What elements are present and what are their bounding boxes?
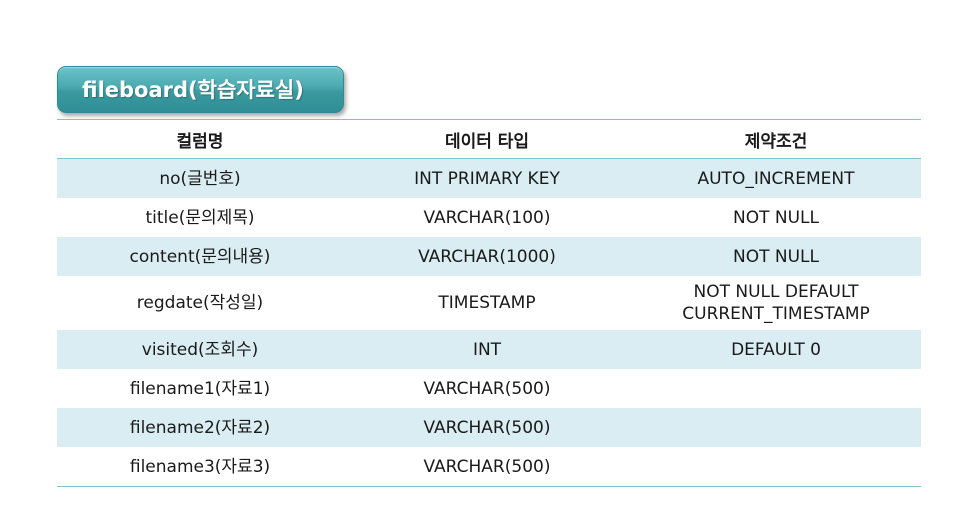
column-header-constraint: 제약조건 [631,119,921,159]
table-row: visited(조회수) INT DEFAULT 0 [57,330,921,369]
cell-constraint: NOT NULL DEFAULT CURRENT_TIMESTAMP [631,276,921,330]
cell-data-type: VARCHAR(1000) [343,237,631,276]
constraint-line: NOT NULL [733,246,819,267]
cell-constraint: AUTO_INCREMENT [631,158,921,198]
cell-data-type: INT PRIMARY KEY [343,158,631,198]
cell-constraint: NOT NULL [631,198,921,237]
constraint-line: AUTO_INCREMENT [697,168,855,189]
constraint-line: NOT NULL DEFAULT [693,282,859,302]
cell-column-name: visited(조회수) [57,330,343,369]
schema-table: 컬럼명 데이터 타입 제약조건 no(글번호) INT PRIMARY KEY … [57,119,921,487]
table-row: filename1(자료1) VARCHAR(500) [57,369,921,408]
cell-column-name: regdate(작성일) [136,293,264,313]
constraint-line: CURRENT_TIMESTAMP [682,304,870,324]
column-header-type: 데이터 타입 [343,119,631,159]
table-row: content(문의내용) VARCHAR(1000) NOT NULL [57,237,921,276]
constraint-line: DEFAULT 0 [731,339,821,360]
table-row: no(글번호) INT PRIMARY KEY AUTO_INCREMENT [57,158,921,198]
table-row: filename3(자료3) VARCHAR(500) [57,447,921,487]
cell-data-type: INT [343,330,631,369]
cell-column-name: filename3(자료3) [57,447,343,487]
cell-constraint: NOT NULL [631,237,921,276]
constraint-line: NOT NULL [733,207,819,228]
cell-constraint: DEFAULT 0 [631,330,921,369]
table-header-row: 컬럼명 데이터 타입 제약조건 [57,119,921,159]
cell-data-type: TIMESTAMP [438,293,536,313]
cell-data-type: VARCHAR(500) [343,408,631,447]
cell-column-name: filename2(자료2) [57,408,343,447]
table-row: regdate(작성일) TIMESTAMP NOT NULL DEFAULT … [57,276,921,330]
column-header-name: 컬럼명 [57,119,343,159]
table-row: title(문의제목) VARCHAR(100) NOT NULL [57,198,921,237]
cell-data-type: VARCHAR(500) [343,447,631,487]
cell-column-name: no(글번호) [57,158,343,198]
cell-column-name: title(문의제목) [145,207,255,228]
cell-constraint [631,408,921,447]
page-title: fileboard(학습자료실) [57,66,344,113]
cell-data-type: VARCHAR(100) [423,207,551,228]
cell-column-name: content(문의내용) [57,237,343,276]
table-row: filename2(자료2) VARCHAR(500) [57,408,921,447]
cell-data-type: VARCHAR(500) [423,378,551,399]
cell-column-name: filename1(자료1) [129,378,271,399]
cell-constraint [631,447,921,487]
cell-constraint [631,369,921,408]
